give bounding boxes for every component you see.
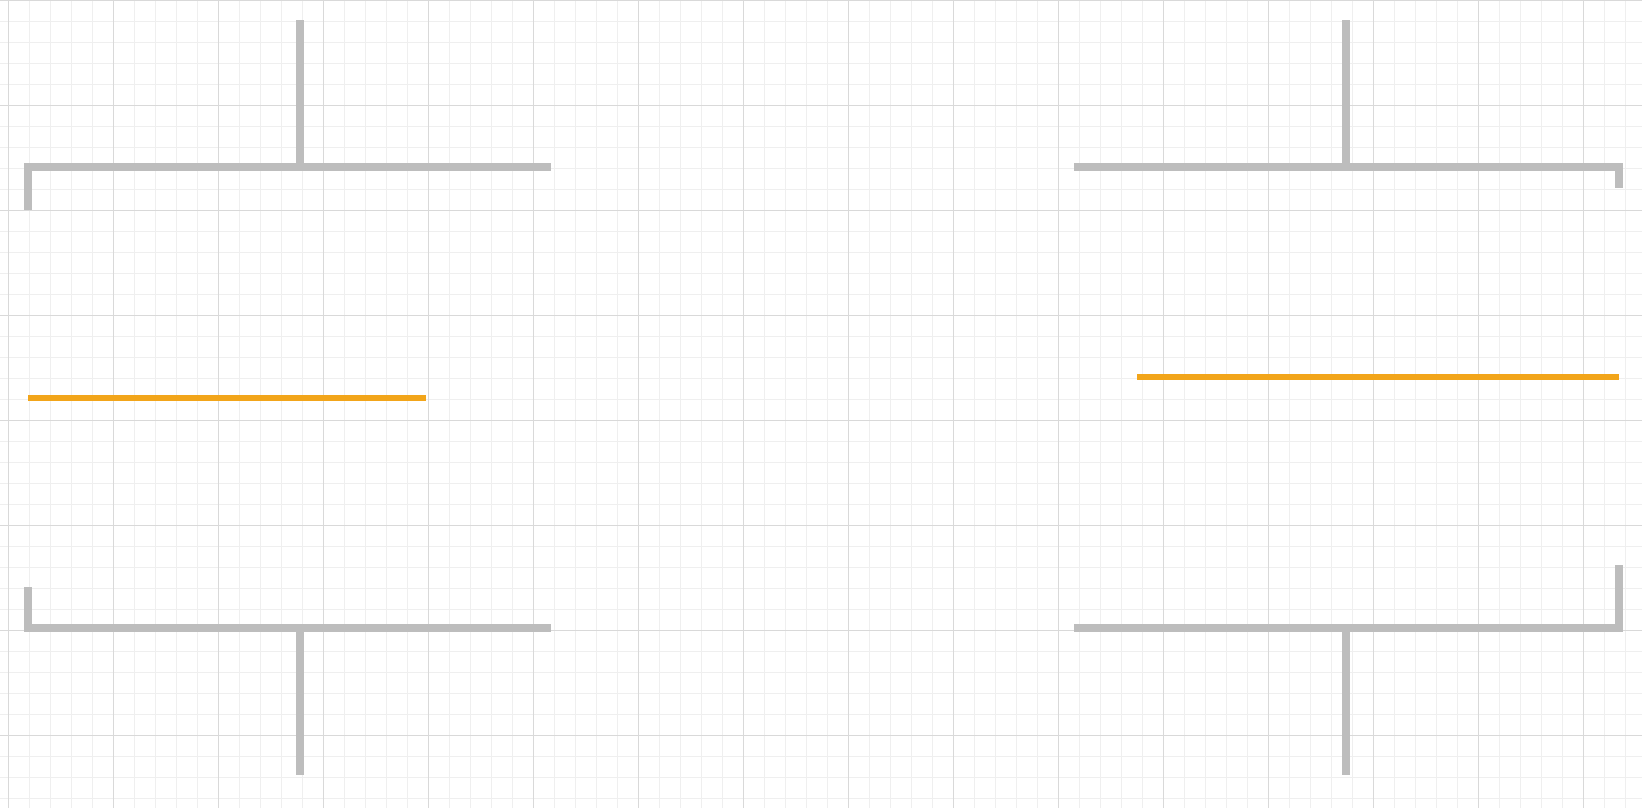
left-bottom-bracket xyxy=(24,587,551,775)
right-top-bar xyxy=(1074,163,1623,188)
right-bottom-bar xyxy=(1074,565,1623,632)
left-top-bar xyxy=(24,163,551,210)
right-top-bracket xyxy=(1074,20,1623,188)
left-top-bracket xyxy=(24,20,551,210)
left-bottom-bar xyxy=(24,587,551,632)
right-bottom-bracket xyxy=(1074,565,1623,775)
